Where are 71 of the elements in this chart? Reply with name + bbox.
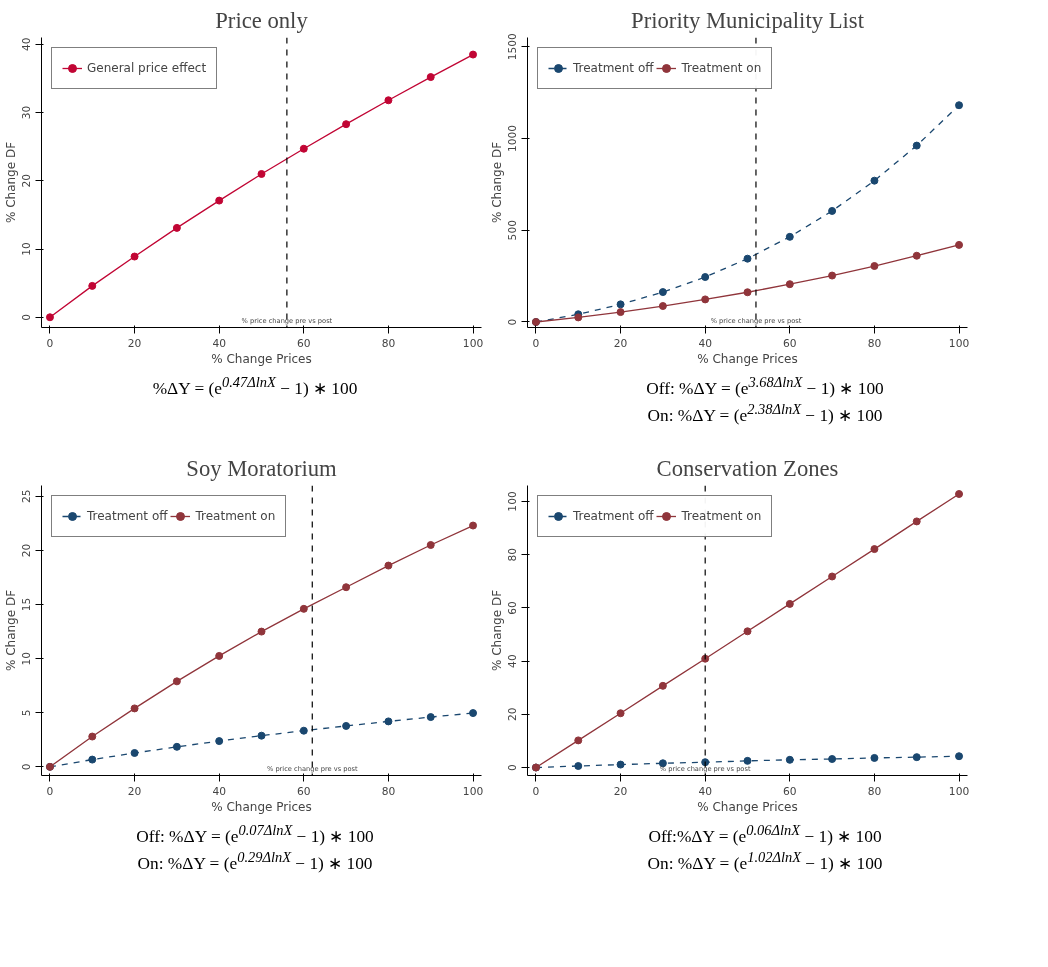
x-tick-label: 20 (127, 336, 142, 350)
y-tick-label: 0 (20, 313, 34, 321)
x-tick-label: 40 (698, 336, 713, 350)
y-tick-label: 40 (506, 654, 520, 668)
text: Off:%ΔY = (e$^{0.06ΔlnX}$ − 1) ∗ 100 (648, 822, 882, 846)
x-tick-label: 60 (783, 784, 797, 798)
x-tick-label: 0 (532, 336, 540, 350)
x-tick-label: 60 (783, 336, 797, 350)
y-axis-title: % Change DF (3, 141, 18, 224)
x-tick-label: 60 (297, 784, 311, 798)
y-tick-label: 5 (20, 709, 34, 717)
x-tick-label: 0 (532, 784, 540, 798)
x-tick-label: 40 (698, 784, 713, 798)
y-tick-label: 40 (20, 37, 34, 52)
x-tick-label: 40 (212, 336, 227, 350)
x-tick-label: 20 (613, 784, 628, 798)
text: %ΔY = (e$^{0.47ΔlnX}$ − 1) ∗ 100 (151, 373, 359, 400)
y-tick-label: 15 (20, 597, 34, 612)
x-tick-label: 80 (381, 336, 396, 350)
text: On: %ΔY = (e$^{1.02ΔlnX}$ − 1) ∗ 100 (647, 849, 883, 873)
y-tick-label: 500 (506, 219, 520, 241)
text: Off: %ΔY = (e$^{3.68ΔlnX}$ − 1) ∗ 100 (646, 374, 884, 398)
legend-label: Treatment off (573, 509, 654, 523)
x-tick-label: 40 (212, 784, 227, 798)
y-tick-label: 0 (506, 763, 520, 771)
x-tick-label: 0 (46, 784, 54, 798)
y-tick-label: 1500 (506, 32, 520, 61)
legend-label: Treatment on (681, 61, 762, 75)
y-tick-label: 20 (20, 543, 34, 558)
y-tick-label: 20 (506, 707, 520, 722)
x-tick-label: 80 (867, 336, 882, 350)
text: Off: %ΔY = (e$^{0.07ΔlnX}$ − 1) ∗ 100 (136, 822, 374, 846)
x-tick-label: 60 (297, 336, 311, 350)
x-tick-label: 80 (381, 784, 396, 798)
y-tick-label: 25 (20, 489, 34, 504)
x-tick-label: 80 (867, 784, 882, 798)
y-tick-label: 20 (20, 173, 34, 188)
y-tick-label: 10 (20, 651, 34, 666)
x-axis-title: % Change Prices (697, 799, 798, 814)
x-tick-label: 100 (948, 784, 970, 798)
y-tick-label: 30 (20, 105, 34, 120)
y-tick-label: 0 (20, 763, 34, 771)
y-tick-label: 0 (506, 318, 520, 326)
legend-label: Treatment on (195, 509, 276, 523)
chart-title: Priority Municipality List (631, 7, 865, 33)
legend-label: Treatment off (573, 61, 654, 75)
legend-label: General price effect (87, 61, 207, 75)
x-tick-label: 0 (46, 336, 54, 350)
y-tick-label: 10 (20, 242, 34, 256)
x-axis-title: % Change Prices (211, 351, 312, 366)
x-tick-label: 20 (127, 784, 142, 798)
y-tick-label: 60 (506, 600, 520, 615)
x-axis-title: % Change Prices (697, 351, 798, 366)
y-axis-title: % Change DF (489, 589, 504, 672)
chart-title: Price only (215, 7, 309, 33)
x-axis-title: % Change Prices (211, 799, 312, 814)
legend-label: Treatment on (681, 509, 762, 523)
legend-label: Treatment off (87, 509, 168, 523)
x-tick-label: 100 (948, 336, 970, 350)
x-tick-label: 100 (462, 784, 484, 798)
chart-title: Conservation Zones (656, 455, 839, 481)
text: On: %ΔY = (e$^{2.38ΔlnX}$ − 1) ∗ 100 (647, 401, 883, 425)
y-tick-label: 100 (506, 491, 520, 512)
text: On: %ΔY = (e$^{0.29ΔlnX}$ − 1) ∗ 100 (137, 849, 373, 873)
y-tick-label: 1000 (506, 124, 520, 153)
y-axis-title: % Change DF (3, 589, 18, 672)
x-tick-label: 100 (462, 336, 484, 350)
x-tick-label: 20 (613, 336, 628, 350)
chart-title: Soy Moratorium (186, 455, 338, 481)
y-axis-title: % Change DF (489, 141, 504, 224)
y-tick-label: 80 (506, 547, 520, 562)
